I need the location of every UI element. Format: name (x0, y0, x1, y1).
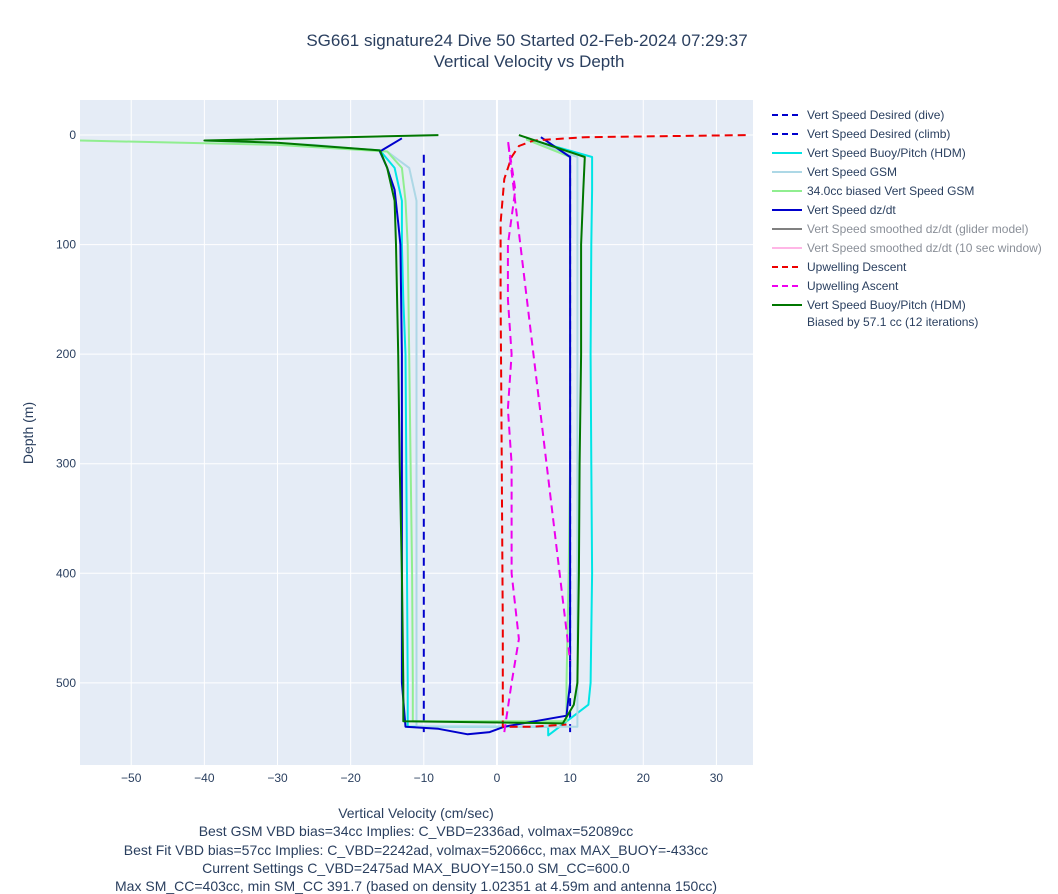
legend-label: Upwelling Descent (807, 260, 907, 274)
x-tick-label: 0 (494, 771, 501, 785)
legend-label: Vert Speed GSM (807, 165, 897, 179)
y-tick-label: 100 (56, 238, 76, 252)
y-tick-label: 300 (56, 457, 76, 471)
x-tick-label: −40 (194, 771, 215, 785)
legend[interactable]: Vert Speed Desired (dive) Vert Speed Desi… (772, 108, 1042, 329)
y-tick-label: 400 (56, 566, 76, 580)
legend-label: Upwelling Ascent (807, 279, 899, 293)
legend-item-0[interactable]: Vert Speed Desired (dive) (772, 108, 944, 122)
legend-label: Vert Speed Desired (dive) (807, 108, 944, 122)
note-fit-bias: Best Fit VBD bias=57cc Implies: C_VBD=22… (124, 842, 708, 858)
legend-label: Vert Speed Buoy/Pitch (HDM) (807, 146, 966, 160)
legend-label: Vert Speed smoothed dz/dt (10 sec window… (807, 241, 1042, 255)
legend-item-6[interactable]: Vert Speed smoothed dz/dt (glider model) (772, 222, 1028, 236)
y-tick-label: 500 (56, 676, 76, 690)
series-line-5 (378, 136, 572, 736)
legend-item-9[interactable]: Upwelling Ascent (772, 279, 899, 293)
legend-item-10[interactable]: Vert Speed Buoy/Pitch (HDM) Biased by 57.… (772, 298, 978, 329)
legend-item-8[interactable]: Upwelling Descent (772, 260, 907, 274)
legend-item-7[interactable]: Vert Speed smoothed dz/dt (10 sec window… (772, 241, 1042, 255)
x-tick-label: −30 (267, 771, 288, 785)
legend-item-2[interactable]: Vert Speed Buoy/Pitch (HDM) (772, 146, 966, 160)
x-tick-label: −10 (414, 771, 435, 785)
series-line-9 (503, 139, 572, 733)
x-tick-label: 20 (637, 771, 651, 785)
note-sm-cc: Max SM_CC=403cc, min SM_CC 391.7 (based … (115, 878, 717, 894)
series-line-8 (499, 134, 746, 728)
y-axis-title: Depth (m) (20, 402, 36, 464)
series-layer (79, 134, 746, 737)
series-line-10 (203, 134, 586, 725)
y-axis-ticks: 0 100 200 300 400 500 (56, 128, 76, 690)
legend-item-4[interactable]: 34.0cc biased Vert Speed GSM (772, 184, 974, 198)
y-tick-label: 200 (56, 347, 76, 361)
legend-label: Vert Speed Buoy/Pitch (HDM) (807, 298, 966, 312)
chart-title: SG661 signature24 Dive 50 Started 02-Feb… (306, 31, 747, 50)
note-gsm-bias: Best GSM VBD bias=34cc Implies: C_VBD=23… (199, 823, 634, 839)
legend-label: Vert Speed Desired (climb) (807, 127, 950, 141)
legend-label-line2: Biased by 57.1 cc (12 iterations) (807, 315, 978, 329)
x-axis-title: Vertical Velocity (cm/sec) (338, 805, 494, 821)
chart-subtitle: Vertical Velocity vs Depth (434, 52, 625, 71)
legend-label: 34.0cc biased Vert Speed GSM (807, 184, 974, 198)
x-tick-label: 10 (563, 771, 577, 785)
x-tick-label: 30 (710, 771, 724, 785)
legend-label: Vert Speed smoothed dz/dt (glider model) (807, 222, 1028, 236)
x-axis-ticks: −50 −40 −30 −20 −10 0 10 20 30 (121, 771, 723, 785)
x-tick-label: −50 (121, 771, 142, 785)
legend-item-3[interactable]: Vert Speed GSM (772, 165, 897, 179)
legend-label: Vert Speed dz/dt (807, 203, 896, 217)
legend-item-1[interactable]: Vert Speed Desired (climb) (772, 127, 950, 141)
legend-item-5[interactable]: Vert Speed dz/dt (772, 203, 896, 217)
note-current-settings: Current Settings C_VBD=2475ad MAX_BUOY=1… (202, 860, 630, 876)
x-tick-label: −20 (340, 771, 361, 785)
y-tick-label: 0 (69, 128, 76, 142)
